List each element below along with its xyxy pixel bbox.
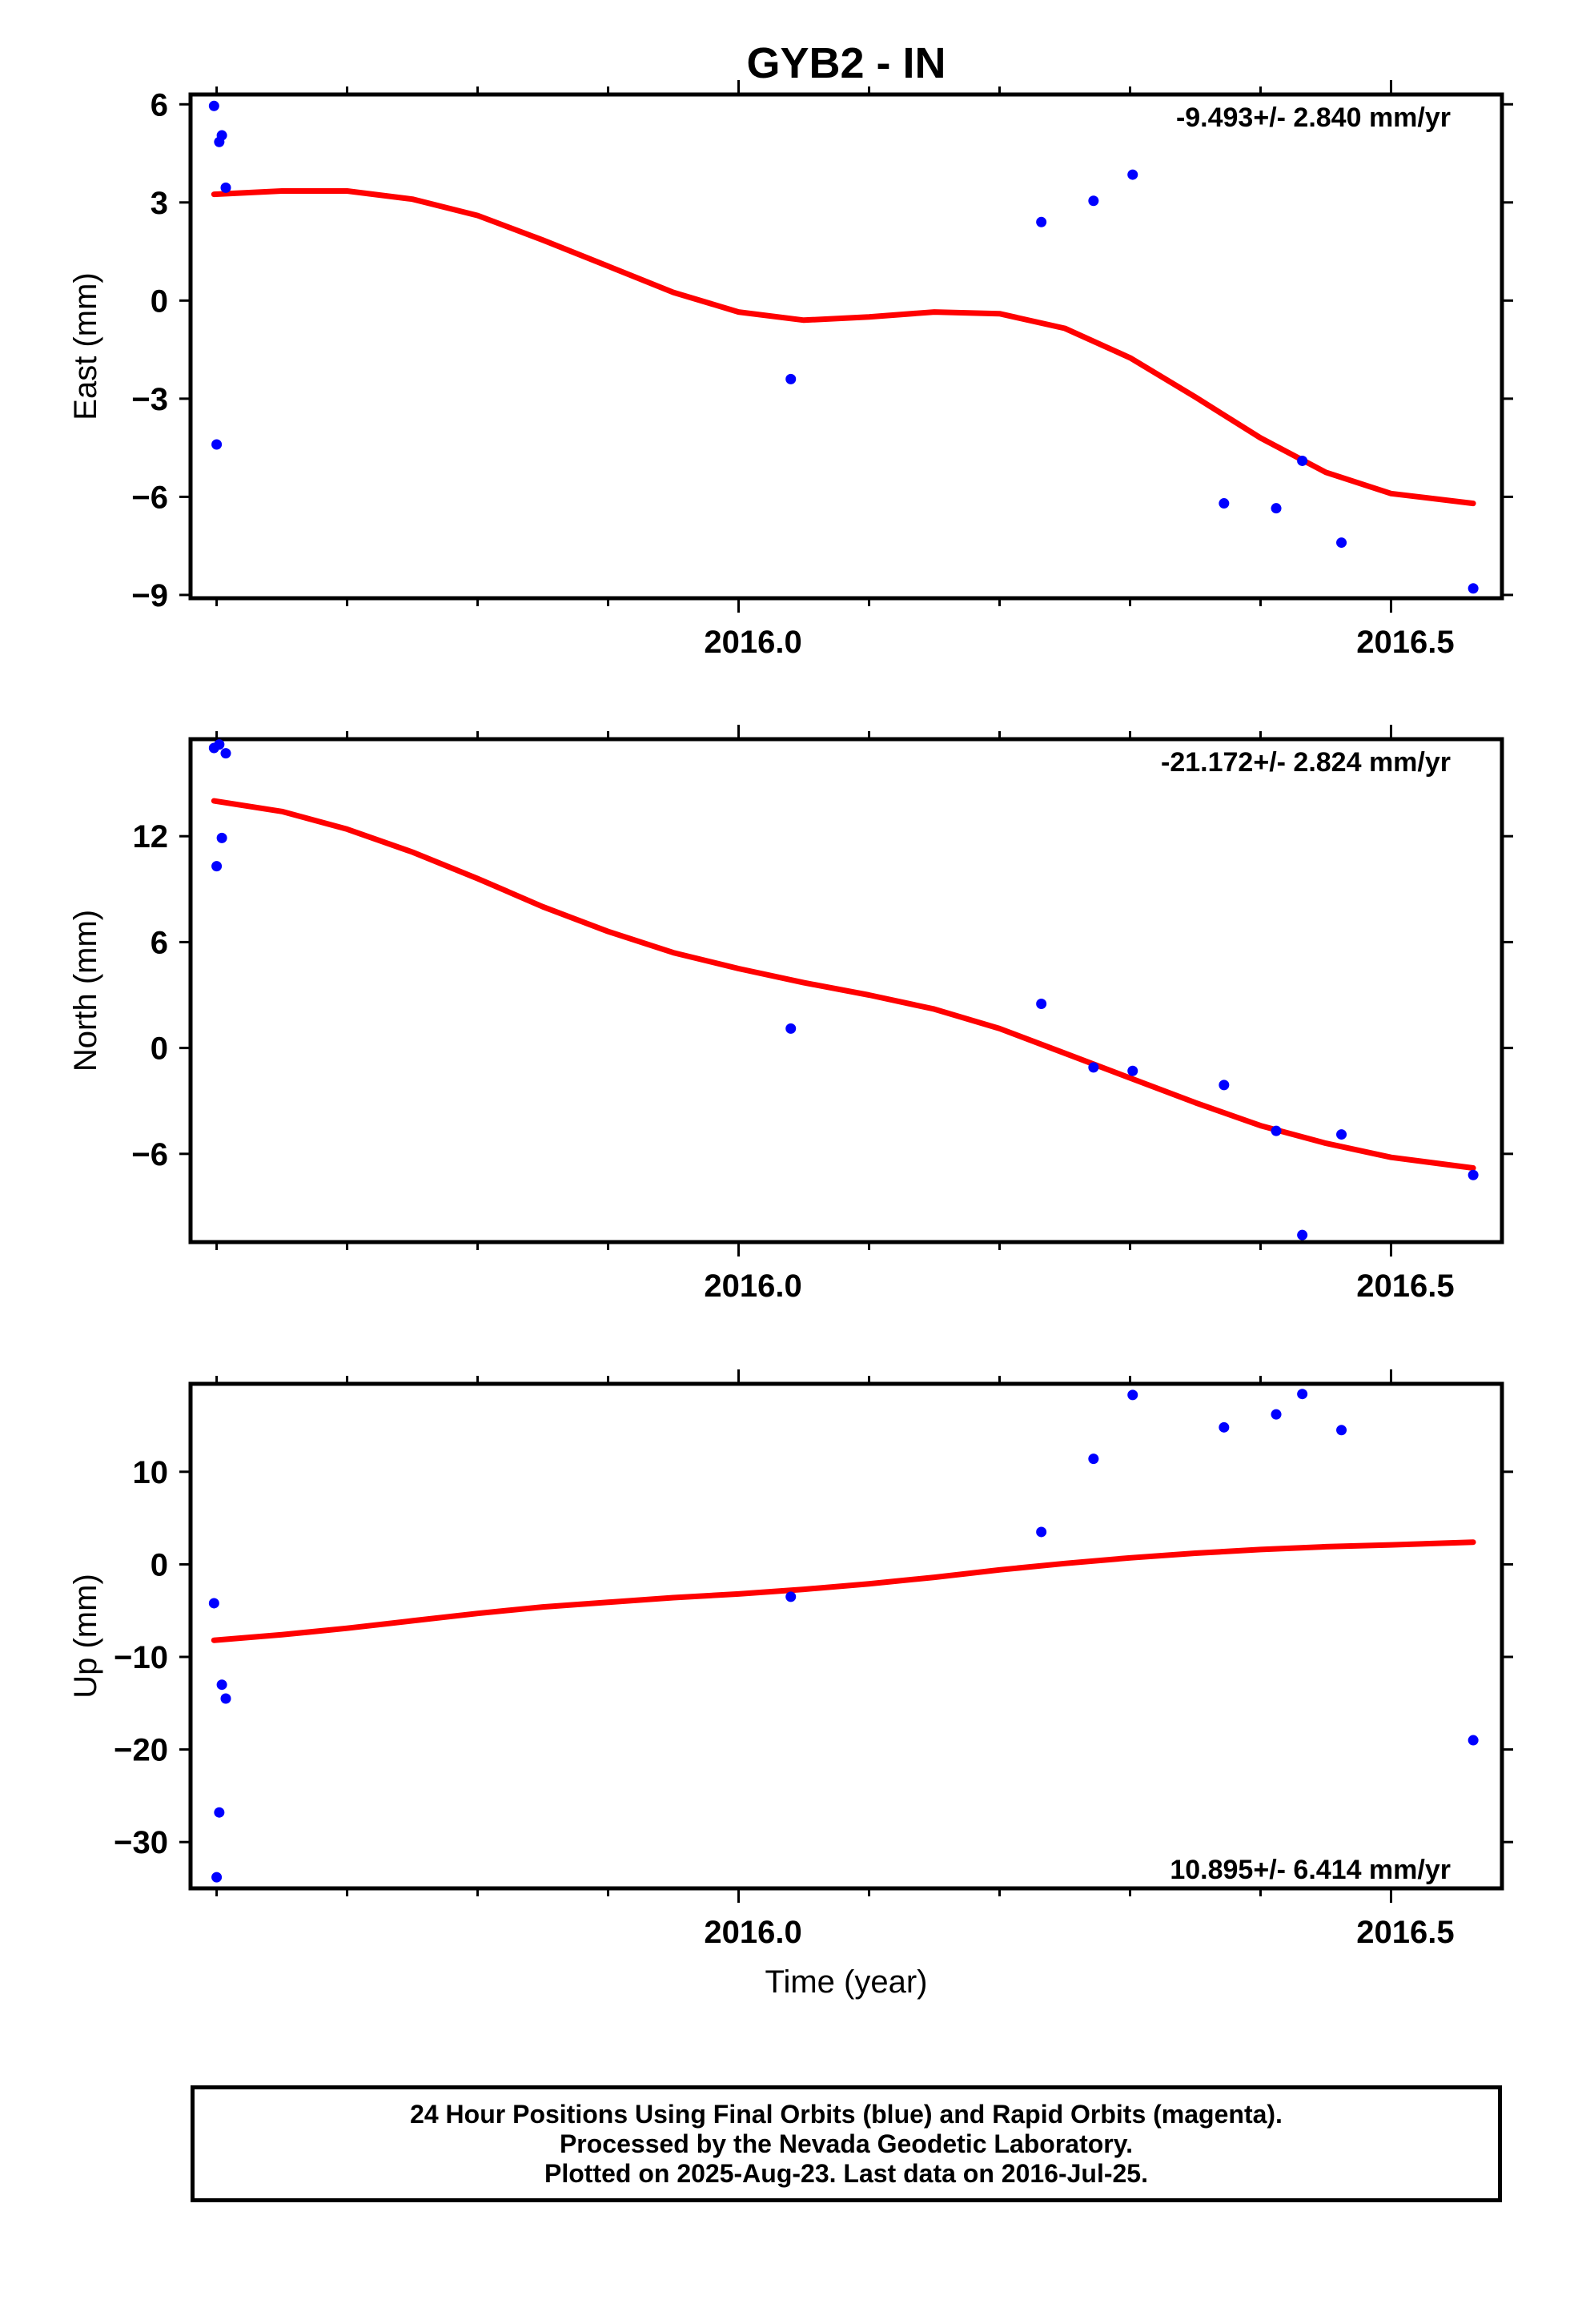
data-point (216, 130, 227, 141)
y-tick-label: 0 (151, 283, 168, 319)
fit-line (211, 188, 1476, 507)
y-axis-title: Up (mm) (68, 1574, 103, 1699)
data-point (1219, 1421, 1230, 1433)
data-point (220, 1693, 231, 1704)
data-point (1271, 1125, 1282, 1136)
data-point (1297, 1229, 1308, 1240)
x-tick-label: 2016.5 (1356, 1915, 1454, 1950)
data-point (211, 861, 223, 872)
data-point (785, 373, 797, 384)
y-tick-label: 6 (151, 925, 168, 960)
y-tick-label: 10 (133, 1455, 169, 1490)
data-point (211, 1872, 223, 1883)
footer-line-3: Plotted on 2025-Aug-23. Last data on 201… (544, 2158, 1148, 2188)
fit-line (211, 798, 1476, 1171)
data-point (214, 1807, 225, 1818)
x-tick-label: 2016.0 (704, 625, 801, 660)
data-point (220, 748, 231, 759)
data-point (1036, 216, 1047, 227)
data-point (1271, 503, 1282, 514)
footer-line-2: Processed by the Nevada Geodetic Laborat… (559, 2129, 1134, 2158)
panel-up: 10 0 −10 −20 −30 2016.0 2016.5 Up (mm) 10.895+/-… (68, 1369, 1513, 1950)
data-point (1336, 537, 1347, 549)
data-point (1127, 169, 1138, 180)
data-point (1336, 1129, 1347, 1140)
panel-frame (188, 92, 1504, 601)
y-tick-label: 6 (151, 87, 168, 123)
rate-label: -9.493+/- 2.840 mm/yr (1176, 103, 1451, 133)
data-point (1088, 195, 1099, 207)
y-tick-label: −10 (114, 1640, 168, 1675)
data-point (208, 100, 219, 111)
panel-frame (188, 737, 1504, 1244)
data-point (216, 832, 227, 843)
data-point (1036, 1526, 1047, 1538)
rate-label: -21.172+/- 2.824 mm/yr (1161, 747, 1451, 778)
x-tick-label: 2016.5 (1356, 1269, 1454, 1304)
data-point (785, 1023, 797, 1034)
data-point (220, 182, 231, 193)
y-tick-label: 3 (151, 186, 168, 221)
data-point (1088, 1454, 1099, 1465)
data-point (1468, 583, 1479, 594)
data-point (214, 739, 225, 750)
y-tick-label: −9 (131, 578, 168, 613)
y-tick-label: −3 (131, 382, 168, 417)
data-point (216, 1679, 227, 1691)
x-axis-title: Time (year) (765, 1964, 928, 2000)
data-point (1036, 999, 1047, 1010)
y-tick-label: −6 (131, 1137, 168, 1172)
data-point (1468, 1735, 1479, 1746)
x-tick-label: 2016.0 (704, 1269, 801, 1304)
rate-label: 10.895+/- 6.414 mm/yr (1170, 1855, 1451, 1885)
data-point (1297, 1389, 1308, 1400)
x-tick-label: 2016.0 (704, 1915, 801, 1950)
y-tick-label: 0 (151, 1547, 168, 1582)
data-point (211, 439, 223, 450)
y-axis-title: East (mm) (68, 272, 103, 420)
data-point (1297, 455, 1308, 466)
panel-frame (188, 1381, 1504, 1891)
chart-title: GYB2 - IN (746, 39, 946, 87)
fit-line (211, 1539, 1476, 1643)
data-point (1336, 1425, 1347, 1436)
data-point (1127, 1389, 1138, 1401)
data-point (1088, 1062, 1099, 1073)
x-tick-label: 2016.5 (1356, 625, 1454, 660)
y-tick-label: −30 (114, 1825, 168, 1860)
y-tick-label: −20 (114, 1733, 168, 1768)
data-point (1271, 1409, 1282, 1420)
data-point (1219, 1080, 1230, 1091)
footer-line-1: 24 Hour Positions Using Final Orbits (bl… (410, 2099, 1283, 2129)
y-tick-label: 0 (151, 1031, 168, 1067)
data-point (785, 1591, 797, 1602)
footer-box: 24 Hour Positions Using Final Orbits (bl… (191, 2085, 1502, 2202)
panels-group: 6 3 0 −3 −6 −9 2016.0 2016.5 East (mm) -9.493+/- … (68, 80, 1513, 1950)
data-point (1219, 498, 1230, 509)
y-tick-label: −6 (131, 480, 168, 515)
data-point (1127, 1065, 1138, 1076)
y-axis-title: North (mm) (68, 910, 103, 1072)
data-point (208, 1598, 219, 1609)
panel-north: 12 6 0 −6 2016.0 2016.5 North (mm) -21.172+/- 2… (68, 725, 1513, 1304)
panel-east: 6 3 0 −3 −6 −9 2016.0 2016.5 East (mm) -9.493+/- … (68, 80, 1513, 660)
y-tick-label: 12 (133, 819, 169, 854)
data-point (1468, 1169, 1479, 1180)
